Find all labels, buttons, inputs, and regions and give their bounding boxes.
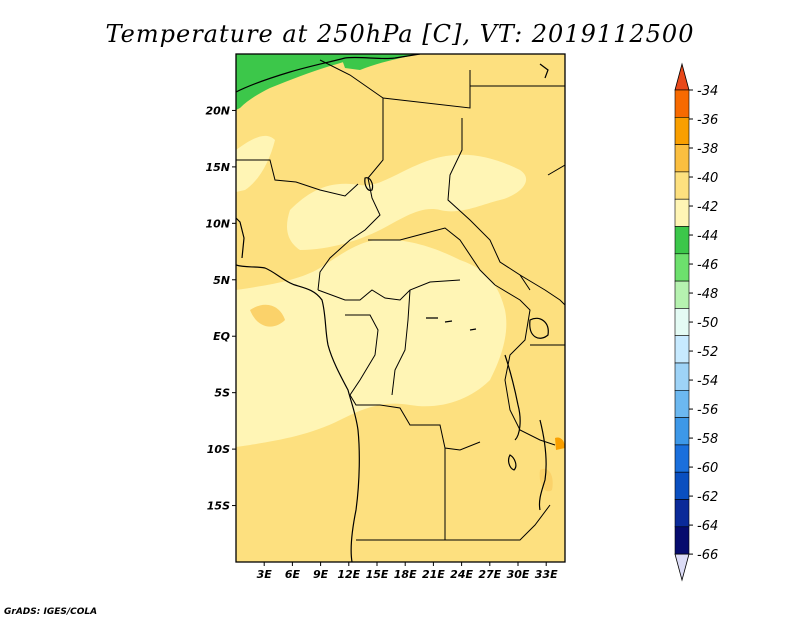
colorbar-swatch [674,308,690,336]
colorbar-label: -56 [697,403,718,418]
river-marks [426,317,477,331]
y-tick-label: 15S [207,500,230,513]
colorbar-label: -34 [697,84,718,99]
colorbar-swatch [674,280,690,309]
grads-credit: GrADS: IGES/COLA [4,607,97,617]
colorbar-label: -58 [697,432,718,447]
y-tick-label: 10N [205,217,230,230]
lake-small [508,454,517,471]
x-tick-label: 3E [257,568,273,581]
y-tick-label: 5N [213,274,230,287]
colorbar-label: -42 [697,200,718,215]
lake-malawi [538,419,547,511]
x-tick-label: 18E [394,568,417,581]
field-cool-west [236,135,275,192]
x-tick-label: 15E [366,568,389,581]
border-northeast [547,164,565,176]
field-cool-center [236,239,507,447]
y-axis: 20N 15N 10N 5N EQ 5S 10S 15S [205,104,236,513]
lake-victoria [529,317,549,339]
colorbar-swatch [674,226,690,255]
colorbar-label: -62 [697,490,718,505]
lake-chad [364,177,374,191]
x-tick-label: 24E [450,568,473,581]
colorbar-swatch [674,444,690,473]
border-drc-west [391,289,411,396]
x-tick-label: 21E [422,568,445,581]
x-tick-label: 27E [478,568,501,581]
y-tick-label: EQ [213,330,230,343]
colorbar-label: -54 [697,374,718,389]
colorbar-label: -48 [697,287,718,302]
colorbar-bottom-triangle [674,553,690,582]
colorbar: -34 -36 -38 -40 -42 -44 -46 -48 -50 -52 -54 -56 -58 -… [674,62,718,582]
colorbar-swatch [674,198,690,227]
colorbar-label: -38 [697,142,718,157]
border-niger-chad [317,59,384,291]
border-sahel [236,159,359,197]
mediterranean-coast [236,54,421,93]
colorbar-swatch [674,335,690,364]
map-borders [236,54,565,562]
colorbar-swatch [674,253,690,282]
colorbar-swatch [674,89,690,118]
colorbar-swatch [674,362,690,391]
border-drc-east [494,284,556,446]
lake-tanganyika [504,354,521,441]
colorbar-swatch [674,144,690,173]
colorbar-swatch [674,389,690,418]
colorbar-swatch [674,417,690,446]
x-tick-label: 30E [507,568,530,581]
x-tick-label: 12E [337,568,360,581]
border-congo-north [317,279,461,301]
field-warm-patch-a [250,304,285,327]
x-tick-label: 9E [313,568,329,581]
y-tick-label: 5S [214,387,230,400]
map-field [236,54,565,562]
coast-nw [236,217,245,259]
field-cool-north [287,154,527,250]
colorbar-label: -36 [697,113,718,128]
colorbar-label: -50 [697,316,718,331]
colorbar-swatch [674,471,690,500]
colorbar-label: -64 [697,519,718,534]
x-tick-label: 6E [285,568,301,581]
colorbar-swatch [674,117,690,145]
border-congo [345,314,481,451]
y-tick-label: 20N [205,104,230,117]
colorbar-label: -52 [697,345,718,360]
x-tick-label: 33E [535,568,558,581]
west-coast [236,264,360,562]
y-tick-label: 15N [205,161,230,174]
field-warm-patch-c [555,437,565,450]
colorbar-label: -46 [697,258,718,273]
field-green-north [236,54,365,110]
border-ethiopia [519,274,565,306]
colorbar-top-triangle [674,62,690,91]
y-tick-label: 10S [207,443,230,456]
colorbar-swatch [674,526,690,555]
colorbar-label: -44 [697,229,718,244]
colorbar-label: -60 [697,461,718,476]
colorbar-label: -66 [697,548,718,563]
border-sudan [447,118,531,291]
map-title: Temperature at 250hPa [C], VT: 201911250… [106,20,695,48]
coast-ne [539,63,549,79]
x-axis: 3E 6E 9E 12E 15E 18E 21E 24E 27E 30E 33E [257,562,558,581]
colorbar-swatch [674,499,690,528]
border-libya [382,70,471,109]
border-zambia [444,448,551,541]
border-car [368,227,496,286]
colorbar-swatch [674,171,690,200]
colorbar-label: -40 [697,171,718,186]
plot-frame [235,53,566,563]
